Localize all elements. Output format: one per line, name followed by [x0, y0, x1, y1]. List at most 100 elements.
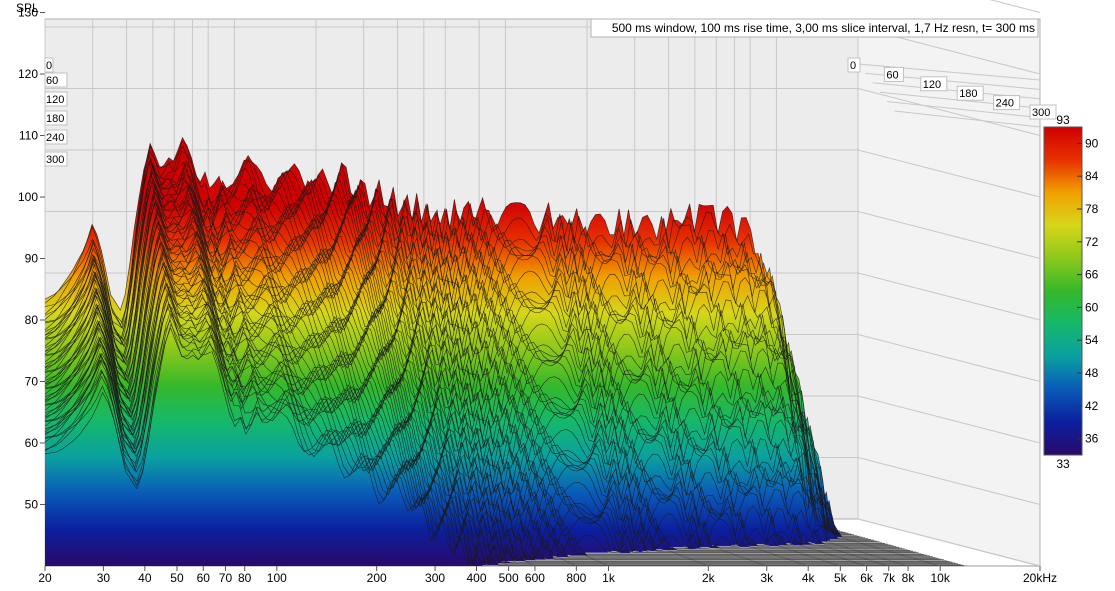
waterfall-slice-line [45, 244, 908, 551]
colorbar-tick-label: 72 [1085, 235, 1099, 249]
waterfall-slice-line [45, 298, 936, 559]
waterfall-slice-line [45, 203, 869, 539]
y-tick-label: 70 [25, 375, 39, 389]
x-tick-label: 200 [367, 571, 387, 585]
y-axis-ticks: 50 60 70 80 90 100 110 120 130 [18, 6, 45, 512]
waterfall-slice-line [45, 178, 835, 530]
y-tick-label: 80 [25, 313, 39, 327]
waterfall-slice-line [45, 194, 838, 531]
waterfall-slice-line [45, 326, 958, 564]
time-tick-left: 180 [44, 110, 68, 126]
colorbar-tick-label: 90 [1085, 136, 1099, 150]
waterfall-slice-fill [45, 151, 798, 519]
svg-text:300: 300 [1032, 107, 1050, 119]
svg-text:120: 120 [923, 79, 941, 91]
colorbar-tick-label: 42 [1085, 399, 1099, 413]
waterfall-slice-line [45, 224, 888, 545]
svg-text:240: 240 [996, 98, 1014, 110]
waterfall-slice-line [45, 313, 964, 566]
waterfall-slice-line [45, 160, 824, 527]
x-tick-label: 300 [425, 571, 445, 585]
time-tick-left: 240 [44, 129, 68, 145]
colorbar-tick-label: 48 [1085, 366, 1099, 380]
x-tick-label: 50 [170, 571, 184, 585]
colorbar-ticks: 36 42 48 54 60 66 72 78 84 90 [1077, 136, 1099, 446]
waterfall-slice-line [45, 240, 894, 547]
x-tick-label: 500 [499, 571, 519, 585]
time-tick-left: 300 [44, 151, 68, 167]
time-tick-left: 0 [44, 57, 54, 73]
x-tick-label: 60 [197, 571, 211, 585]
waterfall-slice-line [45, 280, 919, 553]
x-tick-label: 20 [38, 571, 52, 585]
svg-text:240: 240 [46, 132, 64, 144]
waterfall-slice-lines [45, 136, 967, 566]
waterfall-slice-line [45, 282, 933, 558]
waterfall-slice-line [45, 261, 913, 552]
waterfall-slice-line [45, 191, 846, 533]
y-tick-label: 100 [18, 190, 38, 204]
time-tick-right: 240 [887, 95, 1041, 119]
x-tick-label: 20kHz [1023, 571, 1057, 585]
x-tick-label: 80 [238, 571, 252, 585]
x-tick-label: 400 [466, 571, 486, 585]
waterfall-slice-line [45, 231, 885, 544]
waterfall-slice-line [45, 256, 899, 549]
waterfall-slice-line [45, 168, 827, 528]
x-tick-label: 800 [566, 571, 586, 585]
time-ticks-left: 0 60 120 180 240 300 [44, 57, 68, 167]
svg-text:60: 60 [46, 75, 58, 87]
x-tick-label: 100 [267, 571, 287, 585]
waterfall-slice-line [45, 150, 799, 445]
colorbar-tick-label: 84 [1085, 169, 1099, 183]
x-tick-label: 10k [930, 571, 950, 585]
y-tick-label: 120 [18, 67, 38, 81]
x-axis-ticks: 20 30 40 50 60 70 80 100 200 300 400 500 600 800 1k 2k 3… [38, 566, 1057, 585]
x-tick-label: 6k [860, 571, 874, 585]
waterfall-slice-line [45, 157, 815, 510]
waterfall-slice-line [45, 301, 942, 560]
y-tick-label: 110 [19, 129, 38, 143]
svg-text:180: 180 [46, 113, 64, 125]
waterfall-slice-line [45, 211, 866, 539]
waterfall-slice-line [45, 215, 857, 536]
colorbar-tick-label: 60 [1085, 300, 1099, 314]
waterfall-slice-line [45, 207, 863, 538]
colorbar-tick-label: 78 [1085, 202, 1099, 216]
waterfall-slice-line [45, 183, 849, 534]
svg-text:300: 300 [46, 154, 64, 166]
waterfall-slice-line [45, 144, 807, 506]
time-tick-right: 60 [865, 66, 1041, 90]
colorbar-tick-label: 66 [1085, 268, 1099, 282]
chart-title: 500 ms window, 100 ms rise time, 3,00 ms… [612, 21, 1035, 35]
waterfall-slice-line [45, 140, 801, 467]
waterfall-slice-line [45, 292, 944, 561]
x-tick-label: 3k [760, 571, 774, 585]
x-tick-label: 40 [138, 571, 152, 585]
colorbar-min: 33 [1056, 457, 1070, 471]
x-tick-label: 8k [902, 571, 916, 585]
waterfall-slice-line [45, 303, 939, 560]
y-tick-label: 130 [18, 6, 38, 20]
y-tick-label: 50 [25, 498, 39, 512]
x-tick-label: 30 [97, 571, 111, 585]
y-axis-label: SPL [16, 1, 39, 15]
time-tick-left: 120 [44, 91, 68, 107]
waterfall-slice-line [45, 173, 818, 522]
waterfall-slice-line [45, 277, 922, 554]
y-tick-label: 90 [25, 252, 39, 266]
time-ticks-right: 0 60 120 180 240 300 [847, 57, 1057, 128]
svg-text:0: 0 [850, 60, 856, 72]
waterfall-slice-line [45, 183, 843, 532]
x-tick-label: 2k [702, 571, 716, 585]
time-tick-right: 300 [894, 104, 1057, 128]
waterfall-slice-line [45, 265, 928, 556]
waterfall-slice-line [45, 136, 804, 491]
x-tick-label: 70 [219, 571, 233, 585]
waterfall-slice-line [45, 277, 916, 553]
waterfall-slice-line [45, 319, 956, 564]
waterfall-slice-line [45, 220, 874, 541]
svg-text:120: 120 [46, 94, 64, 106]
y-tick-label: 60 [25, 436, 39, 450]
